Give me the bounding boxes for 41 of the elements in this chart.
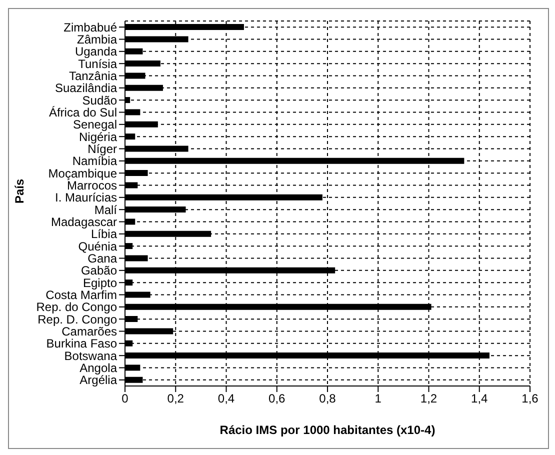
x-tick-label: 0,4 [218,392,235,406]
y-tick-label: Rep. D. Congo [38,312,118,326]
y-tick-label: Madagascar [50,215,117,230]
y-axis-title: País [12,178,26,204]
x-tick-label: 1,2 [420,392,438,406]
y-tick-label: Costa Marfim [46,288,118,302]
y-tick-label: Angola [80,361,118,376]
y-tick-label: Níger [88,142,118,156]
y-tick-label: Tanzânia [68,69,118,84]
y-tick-label: Namíbia [72,154,118,168]
y-tick-label: Suazilândia [54,81,118,96]
x-tick-label: 1,6 [522,392,539,406]
y-tick-label: Argélia [80,373,118,388]
x-tick-label: 0,6 [268,392,286,406]
y-tick-label: Camarões [62,324,117,339]
y-tick-label: Zâmbia [76,32,118,47]
x-tick-label: 1,4 [471,392,488,406]
y-tick-label: Marrocos [66,178,117,193]
y-tick-label: Gabão [80,264,118,278]
y-tick-label: Malí [94,202,118,217]
y-tick-label: Botswana [64,348,118,363]
y-tick-label: África do Sul [48,106,117,120]
x-tick-label: 0 [122,392,129,406]
x-axis-title: Rácio IMS por 1000 habitantes (x10-4) [220,423,436,437]
y-tick-label: Gana [88,252,118,266]
y-tick-label: Rep. do Congo [36,300,118,314]
y-tick-label: Sudão [82,93,118,108]
x-tick-label: 0,2 [167,392,184,406]
x-tick-label: 0,8 [319,392,336,406]
y-tick-label: I. Maurícias [54,190,117,205]
y-tick-label: Tunísia [78,56,118,71]
y-tick-label: Moçambique [48,166,118,180]
x-tick-label: 1 [374,392,382,406]
y-tick-label: Líbia [90,227,118,242]
y-tick-label: Egipto [82,276,118,290]
y-tick-label: Nigéria [78,130,118,144]
y-tick-label: Senegal [72,118,117,132]
y-tick-label: Uganda [74,44,118,59]
y-tick-label: Zimbabué [64,20,118,34]
y-tick-label: Quénia [78,239,118,254]
y-tick-label: Burkina Faso [46,336,118,351]
